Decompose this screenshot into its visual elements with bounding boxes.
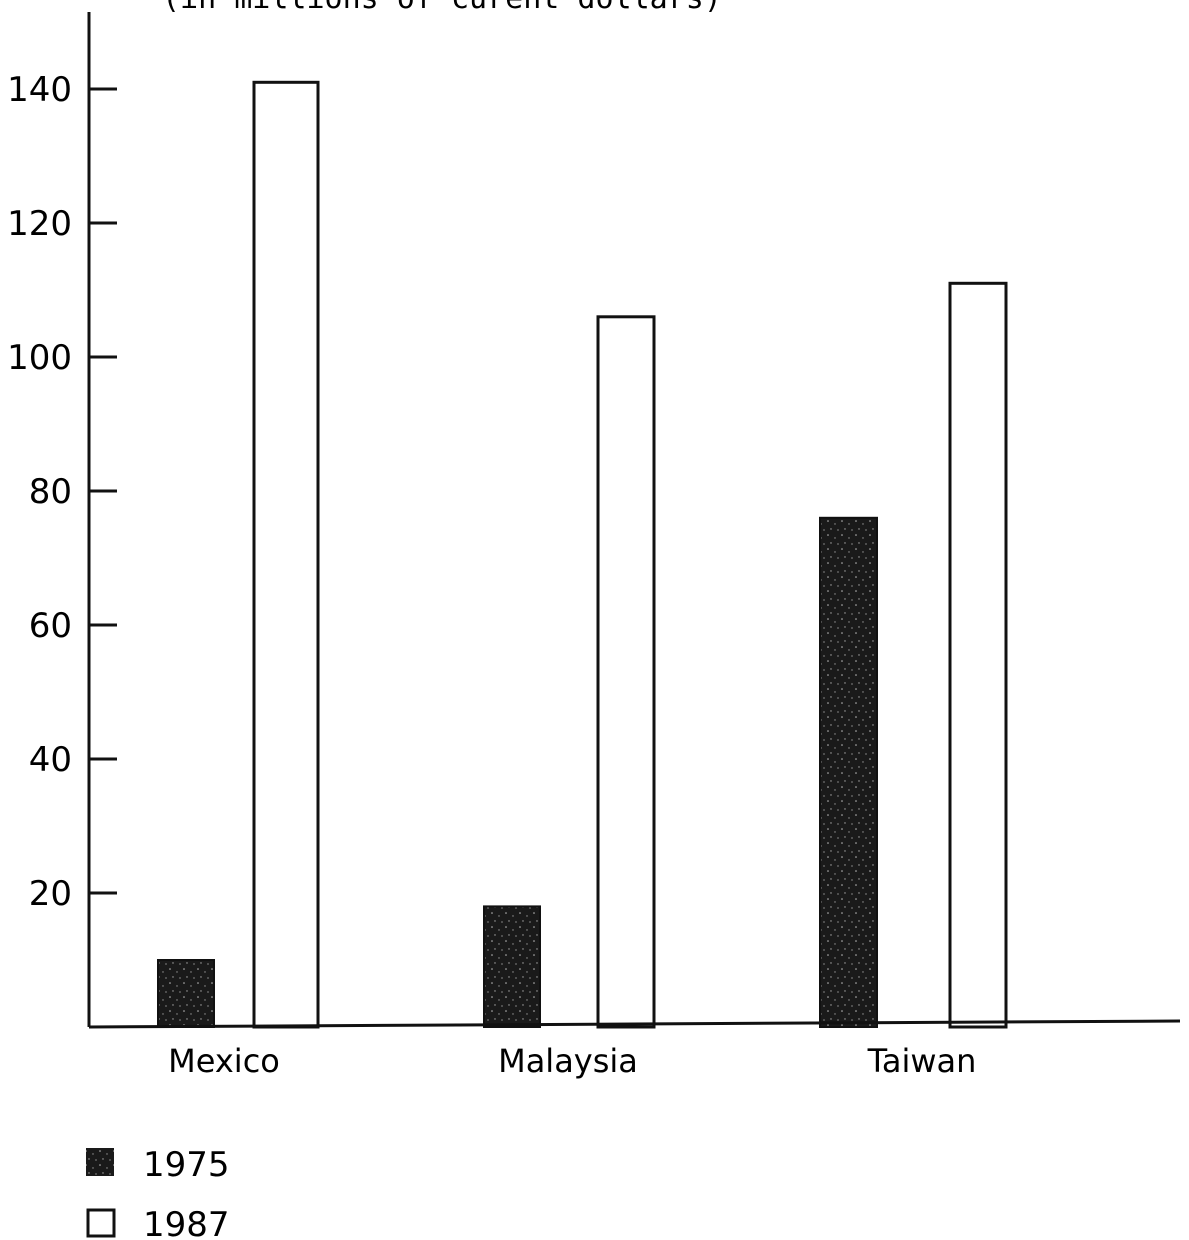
bar-mexico-1975	[157, 959, 215, 1028]
chart-subtitle: (in millions of curent dollars)	[162, 0, 722, 16]
bar-taiwan-1975	[819, 516, 878, 1028]
y-tick-label-20: 20	[29, 874, 72, 914]
legend-label-1987: 1987	[143, 1205, 230, 1240]
x-tick-label-taiwan: Taiwan	[867, 1042, 977, 1080]
y-tick-label-80: 80	[29, 472, 72, 512]
x-axis-line	[88, 1019, 1181, 1029]
y-tick-label-100: 100	[7, 338, 72, 378]
bar-malaysia-1987	[596, 315, 656, 1029]
bars	[157, 80, 1008, 1029]
legend-swatch-1987	[86, 1208, 116, 1238]
y-tick-label-40: 40	[29, 740, 72, 780]
y-axis: 20 40 60 80 100 120 140	[7, 12, 117, 1027]
bar-malaysia-1975	[483, 905, 541, 1029]
y-tick-label-140: 140	[7, 70, 72, 110]
y-tick-label-120: 120	[7, 204, 72, 244]
bar-taiwan-1987	[948, 281, 1008, 1029]
y-tick-label-60: 60	[29, 606, 72, 646]
x-axis: Mexico Malaysia Taiwan	[88, 1019, 1181, 1080]
x-tick-label-malaysia: Malaysia	[498, 1042, 638, 1080]
legend-label-1975: 1975	[143, 1145, 230, 1185]
bar-mexico-1987	[252, 80, 320, 1029]
legend: 1975 1987	[86, 1145, 230, 1240]
legend-swatch-1975	[86, 1148, 114, 1176]
x-tick-label-mexico: Mexico	[168, 1042, 280, 1080]
